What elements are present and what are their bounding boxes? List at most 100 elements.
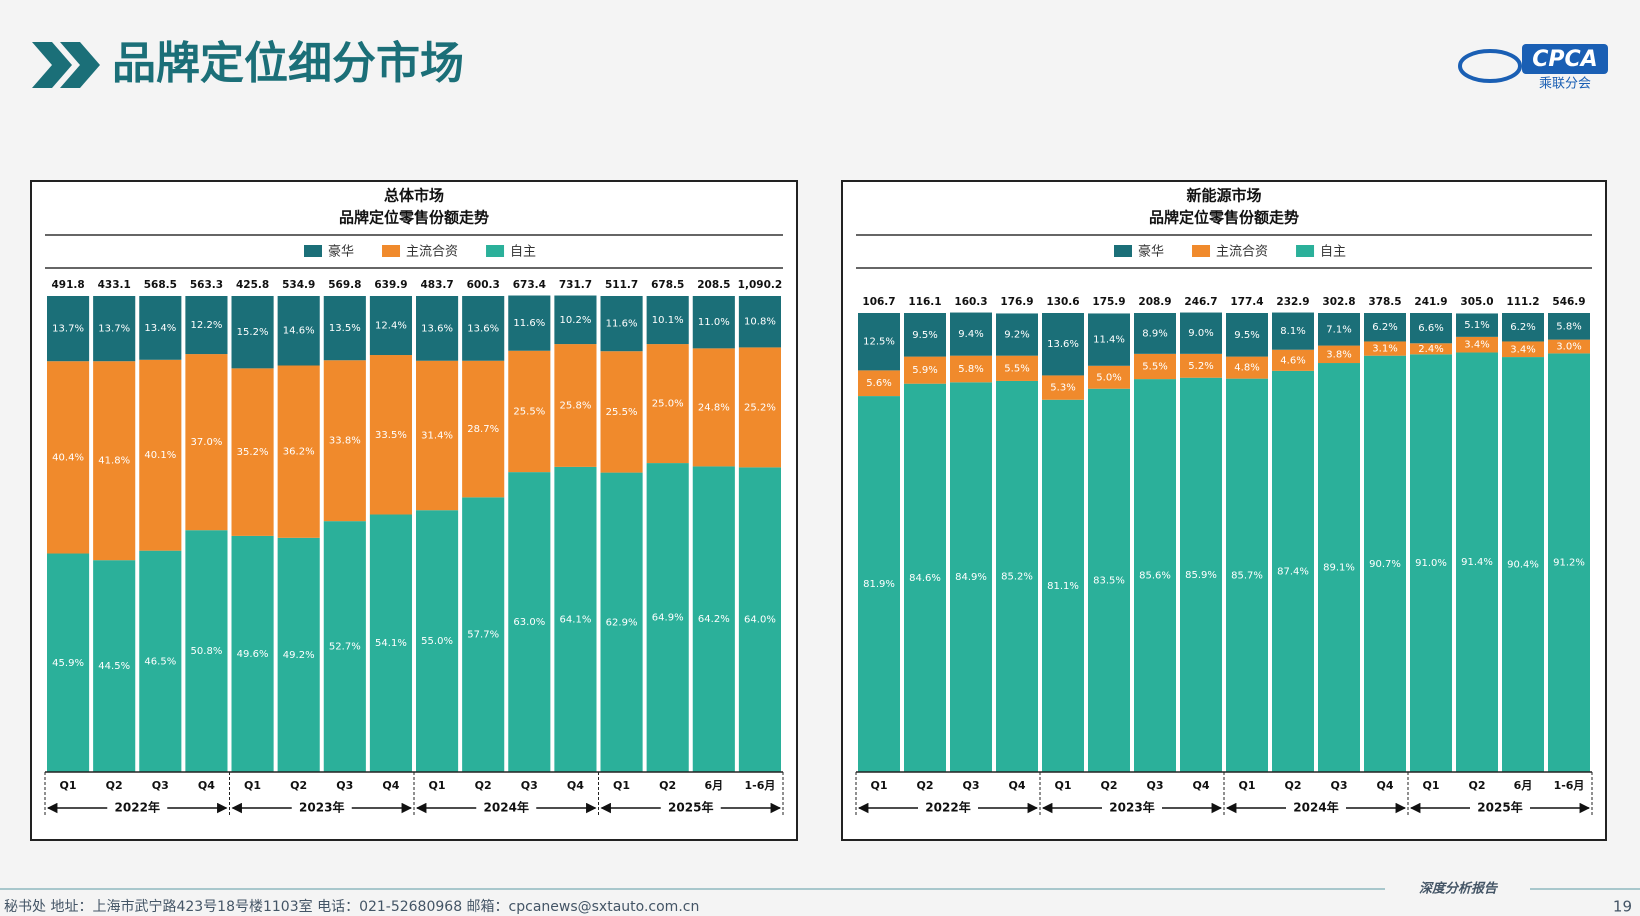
value-label: 31.4% bbox=[421, 430, 453, 441]
bar-segment bbox=[47, 553, 90, 772]
bar-segment bbox=[185, 354, 228, 531]
bar-segment bbox=[858, 396, 900, 772]
value-label: 57.7% bbox=[467, 630, 499, 641]
total-label: 160.3 bbox=[954, 296, 987, 308]
chart-title: 总体市场 bbox=[384, 187, 444, 205]
value-label: 62.9% bbox=[606, 617, 638, 628]
total-label: 111.2 bbox=[1506, 296, 1539, 308]
value-label: 5.6% bbox=[866, 378, 891, 389]
chart-subtitle: 品牌定位零售份额走势 bbox=[339, 209, 489, 227]
value-label: 35.2% bbox=[237, 447, 269, 458]
x-tick-label: 6月 bbox=[704, 779, 723, 792]
bar-segment bbox=[1042, 375, 1084, 400]
bar-segment bbox=[1272, 370, 1314, 772]
bar-segment bbox=[1180, 353, 1222, 378]
value-label: 49.2% bbox=[283, 650, 315, 661]
value-label: 64.1% bbox=[560, 614, 592, 625]
value-label: 5.3% bbox=[1050, 383, 1075, 394]
bar-segment bbox=[1502, 357, 1544, 772]
total-label: 731.7 bbox=[559, 279, 592, 291]
bar-segment bbox=[416, 510, 459, 772]
group-label: 2025年 bbox=[1477, 800, 1522, 815]
footer-address: 秘书处 地址：上海市武宁路423号18号楼1103室 电话：021-526809… bbox=[4, 898, 699, 915]
value-label: 40.4% bbox=[52, 452, 84, 463]
value-label: 46.5% bbox=[144, 656, 176, 667]
x-tick-label: Q3 bbox=[152, 779, 169, 792]
bar-segment bbox=[600, 472, 643, 772]
value-label: 91.2% bbox=[1553, 558, 1585, 569]
chart-title: 新能源市场 bbox=[1186, 187, 1261, 205]
legend-swatch bbox=[304, 245, 322, 257]
bar-segment bbox=[1042, 399, 1084, 772]
bar-segment bbox=[1318, 313, 1360, 346]
bar-segment bbox=[1318, 363, 1360, 772]
bar-segment bbox=[508, 350, 551, 473]
value-label: 11.4% bbox=[1093, 335, 1125, 346]
bar-segment bbox=[996, 380, 1038, 772]
value-label: 10.2% bbox=[560, 315, 592, 326]
bar-segment bbox=[1548, 313, 1590, 340]
bar-segment bbox=[1364, 313, 1406, 342]
x-tick-label: Q1 bbox=[244, 779, 261, 792]
bar-segment bbox=[738, 347, 781, 468]
bar-segment bbox=[416, 360, 459, 511]
value-label: 2.4% bbox=[1418, 344, 1443, 355]
bar-segment bbox=[369, 355, 412, 515]
legend-label: 豪华 bbox=[1138, 244, 1164, 260]
value-label: 13.5% bbox=[329, 323, 361, 334]
value-label: 25.0% bbox=[652, 399, 684, 410]
total-label: 433.1 bbox=[98, 279, 131, 291]
bar-segment bbox=[139, 550, 182, 772]
x-tick-label: Q2 bbox=[1100, 779, 1117, 792]
bar-segment bbox=[1088, 313, 1130, 366]
value-label: 37.0% bbox=[191, 437, 223, 448]
bar-segment bbox=[416, 296, 459, 361]
bar-segment bbox=[950, 312, 992, 356]
legend-swatch bbox=[382, 245, 401, 257]
x-tick-label: Q4 bbox=[1376, 779, 1393, 792]
value-label: 84.9% bbox=[955, 572, 987, 583]
value-label: 13.6% bbox=[1047, 339, 1079, 350]
bar-segment bbox=[47, 361, 90, 554]
total-label: 568.5 bbox=[144, 279, 177, 291]
value-label: 83.5% bbox=[1093, 575, 1125, 586]
bar-segment bbox=[1410, 354, 1452, 772]
value-label: 5.5% bbox=[1004, 363, 1029, 374]
bar-segment bbox=[462, 296, 505, 361]
value-label: 36.2% bbox=[283, 447, 315, 458]
value-label: 85.6% bbox=[1139, 571, 1171, 582]
x-tick-label: Q1 bbox=[1054, 779, 1071, 792]
x-tick-label: Q2 bbox=[106, 779, 123, 792]
x-tick-label: Q1 bbox=[429, 779, 446, 792]
bar-segment bbox=[323, 360, 366, 522]
chart-subtitle: 品牌定位零售份额走势 bbox=[1149, 209, 1299, 227]
total-label: 246.7 bbox=[1184, 296, 1217, 308]
value-label: 91.0% bbox=[1415, 558, 1447, 569]
bar-segment bbox=[323, 521, 366, 772]
logo-box bbox=[1522, 44, 1608, 74]
value-label: 4.6% bbox=[1280, 355, 1305, 366]
total-label: 116.1 bbox=[908, 296, 941, 308]
bar-segment bbox=[554, 295, 597, 345]
value-label: 63.0% bbox=[513, 617, 545, 628]
group-label: 2024年 bbox=[1293, 800, 1338, 815]
value-label: 25.5% bbox=[513, 406, 545, 417]
bar-segment bbox=[692, 296, 735, 349]
bar-segment bbox=[738, 467, 781, 772]
value-label: 11.6% bbox=[606, 319, 638, 330]
total-label: 678.5 bbox=[651, 279, 684, 291]
x-tick-label: Q1 bbox=[1238, 779, 1255, 792]
group-label: 2022年 bbox=[115, 800, 160, 815]
value-label: 5.8% bbox=[1556, 321, 1581, 332]
value-label: 4.8% bbox=[1234, 363, 1259, 374]
total-label: 600.3 bbox=[467, 279, 500, 291]
x-tick-label: Q2 bbox=[659, 779, 676, 792]
bar-segment bbox=[139, 359, 182, 551]
value-label: 8.9% bbox=[1142, 328, 1167, 339]
total-label: 483.7 bbox=[420, 279, 453, 291]
value-label: 3.4% bbox=[1510, 344, 1535, 355]
total-label: 305.0 bbox=[1460, 296, 1493, 308]
value-label: 5.2% bbox=[1188, 361, 1213, 372]
x-tick-label: Q1 bbox=[613, 779, 630, 792]
